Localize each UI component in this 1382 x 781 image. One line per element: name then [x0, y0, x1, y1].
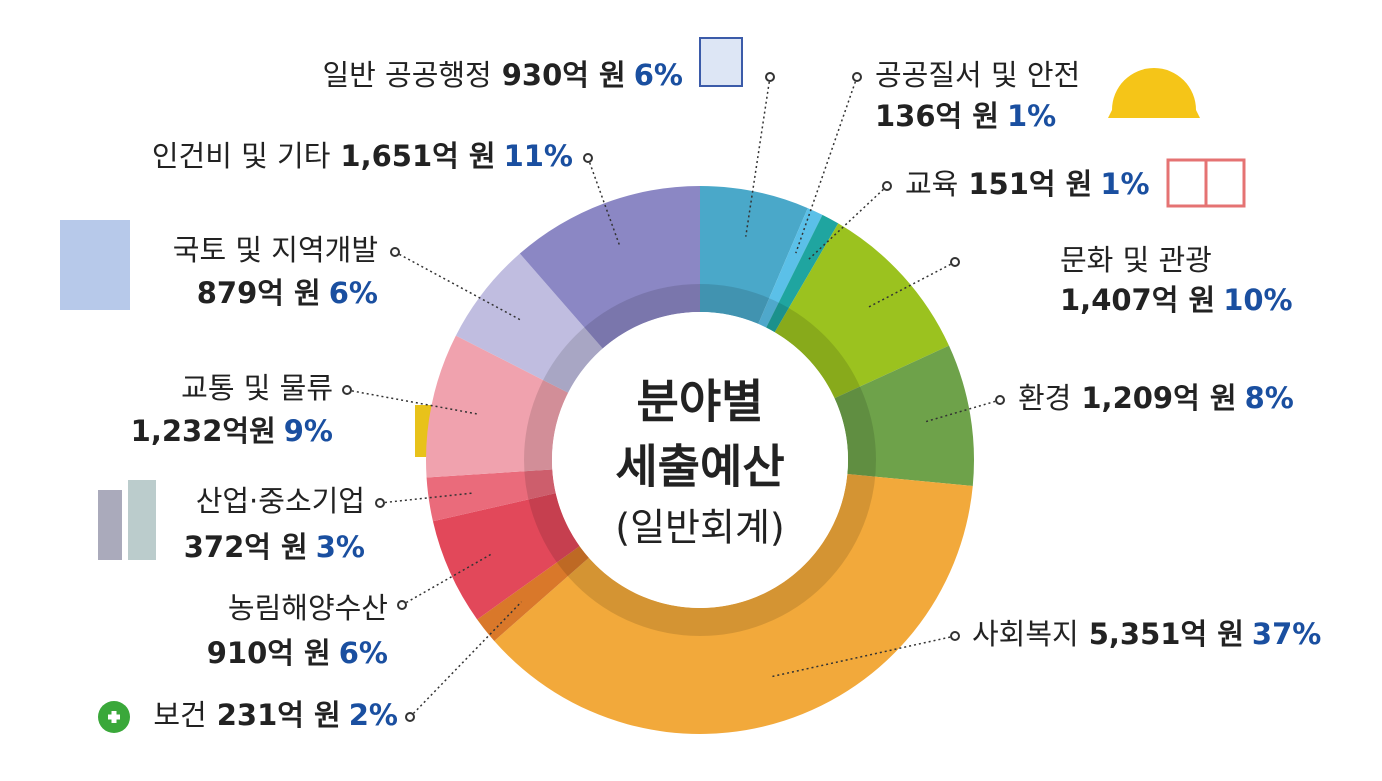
category-amount: 879억 원 6% [197, 276, 378, 310]
leader-dot [405, 712, 415, 722]
leader-dot [375, 498, 385, 508]
leader-line [346, 389, 477, 415]
leader-line [745, 76, 771, 237]
leader-dot [852, 72, 862, 82]
slice [519, 186, 700, 349]
share-label: 2% [349, 698, 398, 732]
leader-line [401, 553, 493, 606]
inner-band [524, 284, 876, 636]
category-amount: 1,407억 원 10% [1060, 283, 1293, 317]
category-name: 농림해양수산 [228, 591, 388, 625]
category-name: 문화 및 관광 [1060, 243, 1212, 277]
category-name: 인건비 및 기타 [152, 139, 331, 173]
category-label: 교육 151억 원 1% [905, 167, 1150, 201]
share-label: 6% [339, 636, 388, 670]
category-name: 공공질서 및 안전 [875, 58, 1080, 92]
health-icon [108, 711, 120, 723]
category-name: 환경 [1018, 381, 1071, 415]
share-label: 8% [1245, 381, 1294, 415]
amount-label: 5,351억 원 [1089, 617, 1244, 651]
category-name: 사회복지 [972, 617, 1079, 651]
leader-dot [882, 181, 892, 191]
amount-label: 879억 원 [197, 276, 321, 310]
share-label: 37% [1252, 617, 1321, 651]
amount-label: 231억 원 [217, 698, 341, 732]
category-amount: 372억 원 3% [184, 530, 365, 564]
slice [455, 253, 603, 393]
leader-line [587, 157, 621, 247]
category-label: 보건 231억 원 2% [153, 698, 398, 732]
building-icon [128, 480, 156, 560]
helmet-icon [1108, 68, 1200, 118]
leader-line [868, 261, 956, 308]
share-label: 11% [504, 139, 573, 173]
share-label: 6% [329, 276, 378, 310]
building-icon [98, 490, 122, 560]
leader-line [770, 635, 956, 678]
slice [426, 335, 569, 478]
amount-label: 1,209억 원 [1081, 381, 1236, 415]
leader-dot [950, 631, 960, 641]
leader-dot [950, 257, 960, 267]
amount-label: 1,407억 원 [1060, 283, 1215, 317]
slice [432, 493, 580, 620]
share-label: 6% [634, 58, 683, 92]
amount-label: 1,232억원 [131, 414, 276, 448]
leader-dot [390, 247, 400, 257]
slice [834, 345, 974, 486]
category-amount: 910억 원 6% [207, 636, 388, 670]
slice [774, 223, 949, 399]
office-icon [699, 37, 743, 87]
donut [426, 186, 974, 734]
share-label: 9% [284, 414, 333, 448]
slice [766, 214, 839, 333]
slice [426, 469, 556, 522]
amount-label: 930억 원 [502, 58, 626, 92]
leader-line [795, 76, 858, 254]
category-label: 환경 1,209억 원 8% [1018, 381, 1294, 415]
category-amount: 136억 원 1% [875, 99, 1056, 133]
leader-line [379, 492, 475, 504]
amount-label: 1,651억 원 [340, 139, 495, 173]
category-label: 인건비 및 기타 1,651억 원 11% [152, 139, 573, 173]
category-name: 보건 [153, 698, 206, 732]
category-label: 사회복지 5,351억 원 37% [972, 617, 1321, 651]
leader-dot [765, 72, 775, 82]
amount-label: 372억 원 [184, 530, 308, 564]
category-name: 교육 [905, 167, 958, 201]
center-disc [552, 312, 848, 608]
leader-dot [995, 395, 1005, 405]
category-name: 교통 및 물류 [181, 371, 333, 405]
center-title: 분야별 [637, 375, 764, 429]
center-title: 세출예산 [615, 440, 784, 494]
slice [758, 208, 823, 328]
category-name: 국토 및 지역개발 [173, 233, 378, 267]
slice [477, 546, 589, 641]
share-label: 1% [1100, 167, 1149, 201]
share-label: 10% [1223, 283, 1292, 317]
leader-dot [583, 153, 593, 163]
amount-label: 136억 원 [875, 99, 999, 133]
category-name: 산업·중소기업 [196, 484, 365, 518]
center-subtitle: (일반회계) [615, 506, 785, 550]
amount-label: 910억 원 [207, 636, 331, 670]
slice [700, 186, 808, 324]
leader-dot [342, 385, 352, 395]
tower-icon [60, 220, 130, 310]
amount-label: 151억 원 [968, 167, 1092, 201]
leader-line [924, 399, 1001, 423]
share-label: 3% [316, 530, 365, 564]
leader-dot [397, 600, 407, 610]
leader-line [394, 251, 521, 321]
share-label: 1% [1007, 99, 1056, 133]
book-icon [1204, 158, 1246, 208]
category-label: 일반 공공행정 930억 원 6% [322, 58, 683, 92]
category-name: 일반 공공행정 [322, 58, 491, 92]
book-icon [1166, 158, 1208, 208]
leader-line [409, 601, 523, 718]
slice [494, 474, 973, 734]
category-amount: 1,232억원 9% [131, 414, 333, 448]
